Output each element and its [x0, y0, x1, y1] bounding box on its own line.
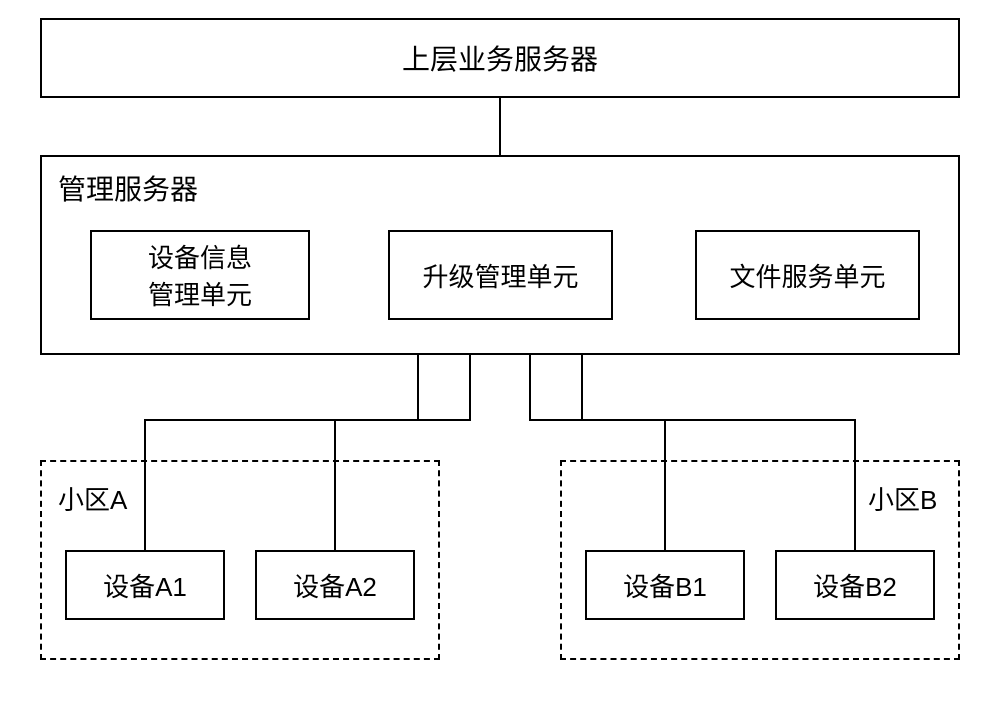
device-info-unit-label: 设备信息 管理单元 — [148, 238, 252, 312]
top-server-box: 上层业务服务器 — [40, 18, 960, 98]
file-service-unit-label: 文件服务单元 — [729, 257, 885, 294]
file-service-unit-box: 文件服务单元 — [695, 230, 920, 320]
device-info-unit-box: 设备信息 管理单元 — [90, 230, 310, 320]
device-a2-box: 设备A2 — [255, 550, 415, 620]
device-b1-label: 设备B1 — [623, 567, 707, 604]
device-a1-box: 设备A1 — [65, 550, 225, 620]
device-a1-label: 设备A1 — [103, 567, 187, 604]
device-a2-label: 设备A2 — [293, 567, 377, 604]
diagram-canvas: 上层业务服务器 管理服务器 设备信息 管理单元 升级管理单元 文件服务单元 小区… — [0, 0, 1000, 712]
top-server-label: 上层业务服务器 — [402, 38, 598, 78]
upgrade-unit-label: 升级管理单元 — [422, 257, 578, 294]
mgmt-server-label: 管理服务器 — [58, 168, 198, 208]
upgrade-unit-box: 升级管理单元 — [388, 230, 613, 320]
device-b2-label: 设备B2 — [813, 567, 897, 604]
zone-a-label: 小区A — [58, 480, 127, 517]
device-b2-box: 设备B2 — [775, 550, 935, 620]
zone-b-label: 小区B — [868, 480, 937, 517]
device-b1-box: 设备B1 — [585, 550, 745, 620]
